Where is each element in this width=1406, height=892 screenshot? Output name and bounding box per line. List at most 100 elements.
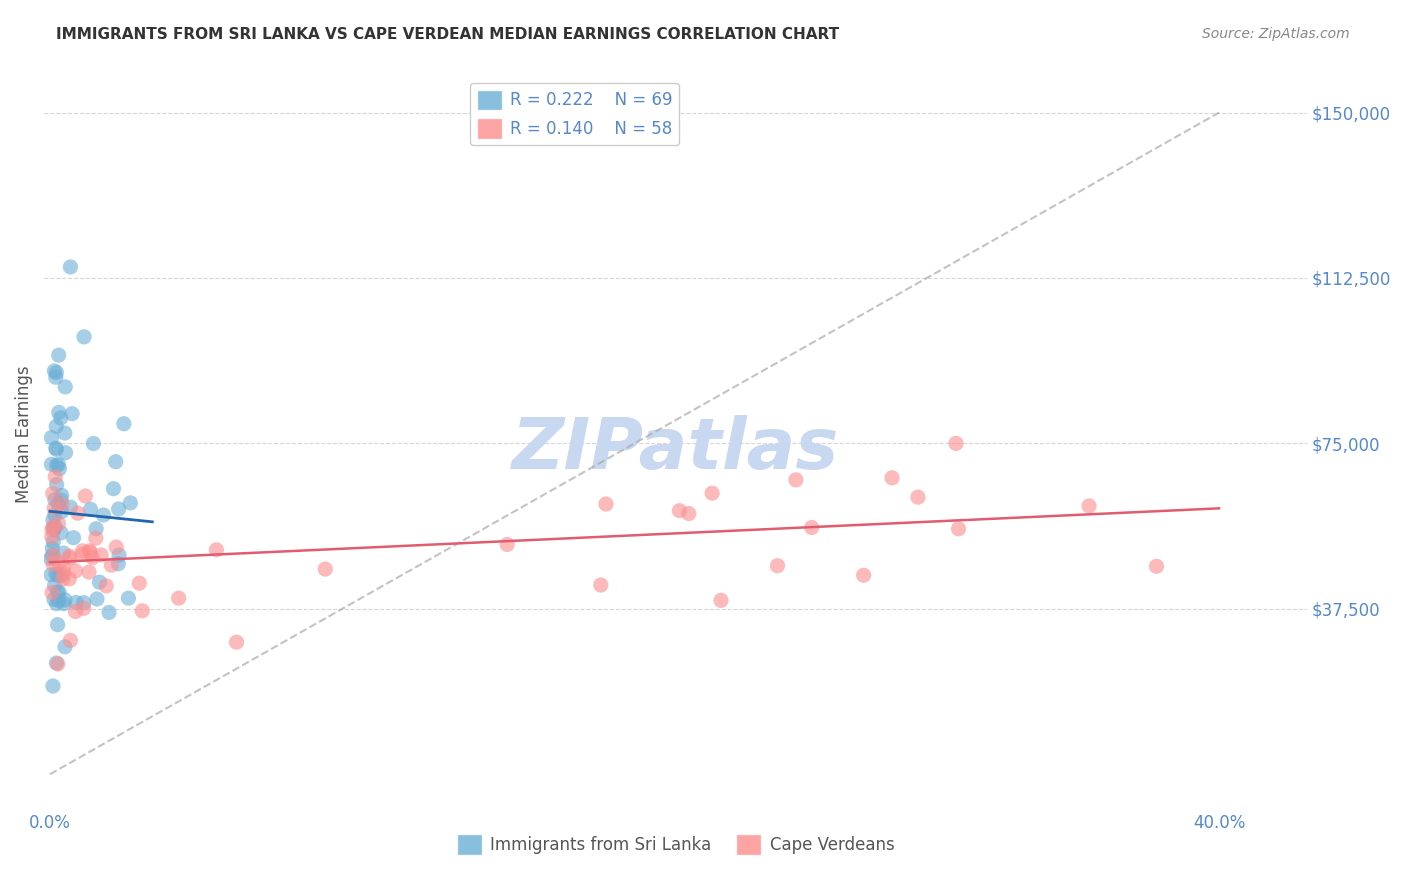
Cape Verdeans — [82, 550, 104, 565]
Cape Verdeans — [65, 564, 87, 578]
Cape Verdeans — [42, 520, 65, 534]
Immigrants from Sri Lanka — [112, 417, 135, 431]
Cape Verdeans — [205, 542, 228, 557]
Cape Verdeans — [46, 657, 69, 671]
Cape Verdeans — [1146, 559, 1168, 574]
Immigrants from Sri Lanka — [46, 585, 69, 599]
Cape Verdeans — [785, 473, 807, 487]
Cape Verdeans — [52, 566, 75, 581]
Immigrants from Sri Lanka — [62, 531, 84, 545]
Immigrants from Sri Lanka — [120, 496, 142, 510]
Text: ZIPatlas: ZIPatlas — [512, 415, 839, 484]
Immigrants from Sri Lanka — [44, 364, 66, 378]
Immigrants from Sri Lanka — [41, 549, 63, 563]
Immigrants from Sri Lanka — [51, 505, 73, 519]
Cape Verdeans — [41, 486, 63, 500]
Cape Verdeans — [100, 558, 122, 573]
Cape Verdeans — [73, 601, 96, 615]
Cape Verdeans — [51, 497, 73, 511]
Cape Verdeans — [58, 572, 80, 586]
Immigrants from Sri Lanka — [98, 606, 121, 620]
Immigrants from Sri Lanka — [45, 458, 67, 473]
Cape Verdeans — [105, 540, 128, 554]
Cape Verdeans — [42, 549, 65, 563]
Immigrants from Sri Lanka — [49, 410, 72, 425]
Immigrants from Sri Lanka — [45, 566, 67, 581]
Immigrants from Sri Lanka — [108, 548, 131, 562]
Immigrants from Sri Lanka — [45, 419, 67, 434]
Cape Verdeans — [668, 504, 690, 518]
Cape Verdeans — [225, 635, 247, 649]
Immigrants from Sri Lanka — [55, 446, 77, 460]
Immigrants from Sri Lanka — [48, 593, 70, 607]
Immigrants from Sri Lanka — [42, 679, 65, 693]
Immigrants from Sri Lanka — [49, 525, 72, 540]
Text: IMMIGRANTS FROM SRI LANKA VS CAPE VERDEAN MEDIAN EARNINGS CORRELATION CHART: IMMIGRANTS FROM SRI LANKA VS CAPE VERDEA… — [56, 27, 839, 42]
Immigrants from Sri Lanka — [73, 596, 96, 610]
Cape Verdeans — [800, 520, 823, 534]
Immigrants from Sri Lanka — [52, 546, 75, 560]
Cape Verdeans — [44, 501, 66, 516]
Cape Verdeans — [880, 471, 903, 485]
Immigrants from Sri Lanka — [46, 617, 69, 632]
Cape Verdeans — [75, 489, 97, 503]
Cape Verdeans — [79, 545, 101, 559]
Cape Verdeans — [58, 549, 80, 564]
Cape Verdeans — [59, 633, 82, 648]
Immigrants from Sri Lanka — [39, 567, 62, 582]
Immigrants from Sri Lanka — [45, 477, 67, 491]
Cape Verdeans — [948, 522, 970, 536]
Immigrants from Sri Lanka — [79, 502, 101, 516]
Immigrants from Sri Lanka — [39, 551, 62, 566]
Cape Verdeans — [77, 565, 100, 579]
Immigrants from Sri Lanka — [44, 579, 66, 593]
Immigrants from Sri Lanka — [44, 492, 66, 507]
Cape Verdeans — [314, 562, 336, 576]
Immigrants from Sri Lanka — [65, 595, 87, 609]
Immigrants from Sri Lanka — [73, 330, 96, 344]
Cape Verdeans — [52, 572, 75, 586]
Cape Verdeans — [710, 593, 733, 607]
Immigrants from Sri Lanka — [44, 508, 66, 522]
Cape Verdeans — [167, 591, 190, 606]
Immigrants from Sri Lanka — [48, 348, 70, 362]
Cape Verdeans — [41, 585, 63, 599]
Cape Verdeans — [90, 548, 112, 562]
Immigrants from Sri Lanka — [44, 519, 66, 533]
Cape Verdeans — [131, 604, 153, 618]
Immigrants from Sri Lanka — [48, 458, 70, 472]
Cape Verdeans — [44, 469, 66, 483]
Cape Verdeans — [595, 497, 617, 511]
Cape Verdeans — [72, 544, 94, 558]
Immigrants from Sri Lanka — [84, 522, 107, 536]
Immigrants from Sri Lanka — [44, 521, 66, 535]
Immigrants from Sri Lanka — [48, 585, 70, 599]
Immigrants from Sri Lanka — [53, 593, 76, 607]
Cape Verdeans — [72, 548, 94, 562]
Immigrants from Sri Lanka — [45, 370, 67, 384]
Immigrants from Sri Lanka — [42, 523, 65, 537]
Immigrants from Sri Lanka — [93, 508, 115, 522]
Cape Verdeans — [41, 530, 63, 544]
Immigrants from Sri Lanka — [52, 597, 75, 611]
Cape Verdeans — [907, 490, 929, 504]
Immigrants from Sri Lanka — [104, 455, 127, 469]
Immigrants from Sri Lanka — [45, 597, 67, 611]
Immigrants from Sri Lanka — [103, 482, 125, 496]
Immigrants from Sri Lanka — [46, 568, 69, 582]
Cape Verdeans — [766, 558, 789, 573]
Immigrants from Sri Lanka — [48, 462, 70, 476]
Immigrants from Sri Lanka — [107, 502, 129, 516]
Immigrants from Sri Lanka — [45, 441, 67, 455]
Immigrants from Sri Lanka — [60, 407, 83, 421]
Legend: R = 0.222    N = 69, R = 0.140    N = 58: R = 0.222 N = 69, R = 0.140 N = 58 — [470, 83, 679, 145]
Immigrants from Sri Lanka — [45, 442, 67, 457]
Cape Verdeans — [496, 537, 519, 551]
Immigrants from Sri Lanka — [49, 493, 72, 508]
Immigrants from Sri Lanka — [41, 458, 63, 472]
Cape Verdeans — [589, 578, 612, 592]
Immigrants from Sri Lanka — [53, 425, 76, 440]
Cape Verdeans — [1078, 499, 1101, 513]
Cape Verdeans — [42, 558, 65, 572]
Immigrants from Sri Lanka — [59, 500, 82, 515]
